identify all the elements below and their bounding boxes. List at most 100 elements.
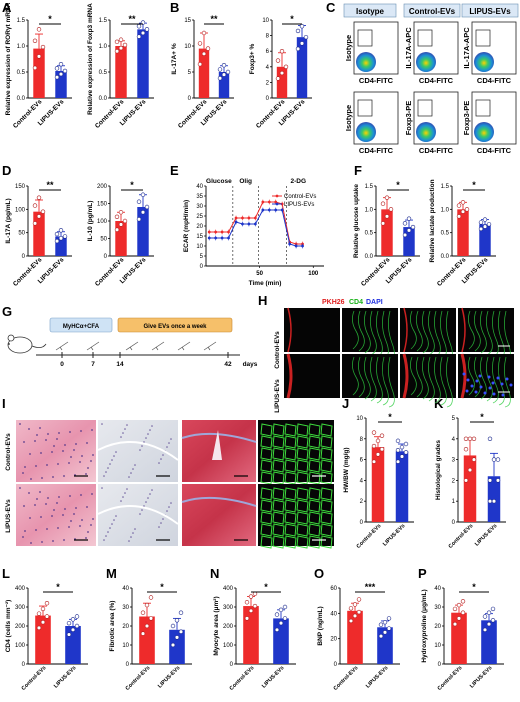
significance-label: *: [472, 582, 476, 592]
data-point: [382, 630, 388, 635]
y-tick-label: 10: [356, 416, 363, 422]
y-tick-label: 0: [200, 264, 204, 270]
y-tick-label: 0: [266, 96, 270, 102]
nucleus: [45, 439, 47, 441]
y-tick-label: 0: [104, 254, 108, 260]
y-tick-label: 100: [223, 643, 234, 649]
bar-control: [115, 221, 127, 256]
flow-y-label: Isotype: [344, 105, 353, 131]
data-point: [403, 441, 409, 447]
y-tick-label: 0.5: [17, 70, 26, 76]
nucleus: [170, 438, 172, 440]
dapi-nucleus: [509, 383, 513, 387]
data-point: [490, 618, 496, 623]
flow-y-label: Foxp3-PE: [462, 101, 471, 136]
data-point: [114, 39, 120, 45]
fluorescence-panel: PKH26 CD4 DAPI Control-EVs LIPUS-EVs: [274, 299, 383, 413]
stain-cd4: CD4: [349, 299, 363, 306]
wga-membrane: [272, 535, 285, 549]
significance-label: *: [480, 412, 484, 422]
y-tick-label: 150: [15, 184, 26, 190]
cd4-signal: [474, 310, 481, 352]
bar-lipus: [296, 37, 308, 98]
category-label: Control-EVs: [333, 665, 360, 692]
flow-density-cloud: [416, 52, 436, 72]
data-point: [482, 217, 488, 222]
bar-lipus: [55, 236, 67, 256]
nucleus: [107, 467, 109, 469]
data-point: [491, 499, 497, 504]
y-axis-label: CD4 (cells mm⁻²): [5, 600, 12, 653]
flow-gate: [357, 99, 373, 117]
data-point: [380, 201, 386, 206]
wga-membrane: [296, 523, 309, 537]
significance-label: **: [128, 14, 136, 24]
y-tick-label: 8: [266, 34, 270, 40]
data-point: [36, 195, 42, 200]
data-point: [136, 199, 142, 204]
nucleus: [115, 515, 117, 517]
bar-control: [457, 209, 469, 256]
cd4-signal: [428, 310, 435, 356]
nucleus: [46, 464, 48, 466]
data-point: [221, 63, 227, 68]
y-tick-label: 0: [126, 662, 130, 668]
wga-membrane: [320, 447, 333, 461]
wga-membrane: [260, 459, 273, 473]
data-point: [375, 452, 381, 457]
data-point: [378, 633, 384, 639]
nucleus: [75, 443, 77, 445]
y-tick-label: 0.0: [99, 96, 108, 102]
wga-membrane: [308, 447, 321, 461]
y-tick-label: 4: [360, 478, 364, 484]
nucleus: [145, 501, 147, 503]
data-point: [371, 443, 377, 449]
data-point: [348, 606, 354, 611]
flow-y-label: Foxp3-PE: [404, 101, 413, 136]
y-tick-label: 0: [230, 662, 234, 668]
flow-plot: IL-17A-APC CD4-FITC: [404, 21, 459, 85]
y-axis-label: Relative expression of RORγt mRNA: [5, 2, 12, 115]
flow-y-label: IL-17A-APC: [462, 27, 471, 69]
cd4-signal: [422, 310, 429, 354]
y-tick-label: 6: [360, 458, 364, 464]
series-point: [234, 216, 238, 220]
y-tick-label: 1.0: [17, 44, 26, 50]
data-point: [217, 76, 223, 81]
data-point: [122, 42, 128, 48]
panel-label-j: J: [342, 396, 349, 411]
x-axis-label: Time (min): [249, 280, 282, 287]
y-tick-label: 40: [122, 586, 129, 592]
nucleus: [85, 473, 87, 475]
nucleus: [160, 458, 162, 460]
data-point: [248, 594, 254, 599]
i-row-label-control: Control-EVs: [5, 433, 12, 471]
panel-label-p: P: [418, 566, 427, 581]
nucleus: [90, 460, 92, 462]
nucleus: [81, 455, 83, 457]
nucleus: [120, 436, 122, 438]
y-tick-label: 5: [452, 416, 456, 422]
data-point: [463, 447, 469, 452]
y-tick-label: 10: [434, 643, 441, 649]
data-point: [201, 30, 207, 36]
data-point: [456, 616, 462, 621]
category-label: LIPUS-EVs: [261, 665, 285, 689]
flow-density-cloud: [474, 52, 494, 72]
flow-plot: Isotype CD4-FITC: [344, 91, 399, 155]
nucleus: [124, 492, 126, 494]
injection-annotation: Glucose: [206, 178, 232, 185]
data-point: [40, 209, 46, 214]
nucleus: [158, 526, 160, 528]
data-point: [371, 430, 377, 435]
data-point: [378, 622, 384, 627]
series-point: [220, 236, 224, 240]
data-point: [356, 597, 362, 602]
y-tick-label: 300: [223, 605, 234, 611]
legend-marker: [275, 194, 279, 198]
data-point: [352, 602, 358, 607]
data-point: [467, 436, 473, 441]
nucleus: [86, 442, 88, 444]
series-point: [241, 216, 244, 220]
